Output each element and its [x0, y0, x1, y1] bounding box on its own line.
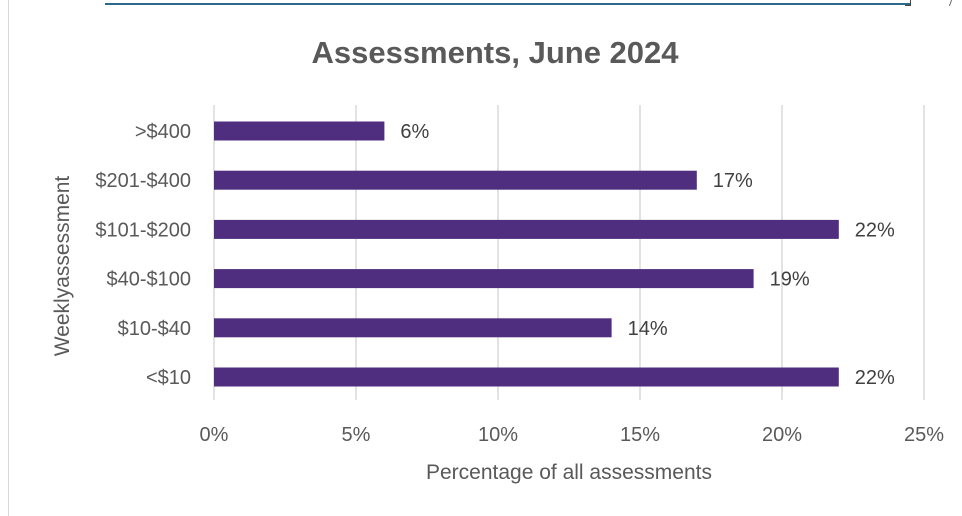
x-axis-ticks: 0% 5% 10% 15% 20% 25% [200, 424, 945, 446]
y-axis-categories: >$400 $201-$400 $101-$200 $40-$100 $10-$40 <$… [95, 121, 191, 389]
chart-frame [8, 0, 962, 516]
data-label: 17% [713, 170, 753, 192]
data-label: 6% [400, 121, 429, 143]
y-category-label: $101-$200 [95, 219, 191, 241]
y-axis-title: Weeklyassessment [51, 176, 74, 357]
y-category-label: <$10 [146, 367, 191, 389]
gridlines [213, 105, 925, 400]
y-category-label: $10-$40 [118, 318, 191, 340]
y-category-label: $40-$100 [106, 269, 191, 291]
x-tick-label: 0% [200, 424, 229, 446]
x-tick-label: 5% [342, 424, 371, 446]
y-category-label: >$400 [135, 121, 191, 143]
x-tick-label: 15% [620, 424, 660, 446]
data-label: 19% [770, 269, 810, 291]
bars [214, 121, 839, 387]
data-label: 22% [855, 219, 895, 241]
y-category-label: $201-$400 [95, 170, 191, 192]
bar [214, 367, 839, 387]
data-label: 14% [628, 318, 668, 340]
chart-title: Assessments, June 2024 [311, 35, 679, 70]
data-label: 22% [855, 367, 895, 389]
bar [214, 318, 612, 338]
top-link-underline [105, 3, 910, 5]
bar [214, 170, 697, 190]
x-axis-title: Percentage of all assessments [426, 461, 712, 484]
top-bracket-mark [905, 0, 911, 6]
x-tick-label: 10% [478, 424, 518, 446]
x-tick-label: 25% [904, 424, 944, 446]
bar [214, 269, 754, 289]
bar [214, 121, 385, 141]
x-tick-label: 20% [762, 424, 802, 446]
data-labels: 6% 17% 22% 19% 14% 22% [400, 121, 895, 389]
bar [214, 219, 839, 239]
